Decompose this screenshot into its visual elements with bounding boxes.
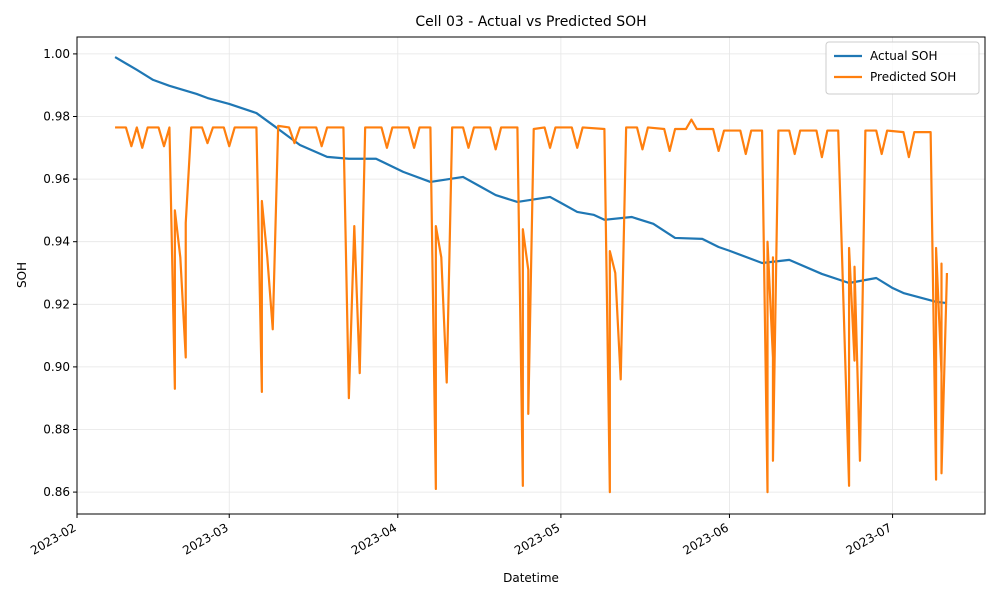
y-tick-label: 0.88: [43, 422, 70, 436]
y-tick-label: 0.98: [43, 110, 70, 124]
series-line: [114, 56, 948, 305]
legend: Actual SOH Predicted SOH: [825, 41, 980, 95]
y-axis-label: SOH: [15, 262, 29, 288]
plot: [114, 56, 949, 494]
y-tick-label: 0.96: [43, 172, 70, 186]
y-tick-label: 0.86: [43, 485, 70, 499]
chart-title: Cell 03 - Actual vs Predicted SOH: [415, 14, 646, 30]
series-line: [115, 118, 949, 494]
axes-frame: [76, 36, 986, 515]
legend-label: Predicted SOH: [870, 70, 956, 84]
legend-box: [825, 41, 980, 95]
y-tick-label: 0.94: [43, 235, 70, 249]
x-axis-label: Datetime: [503, 571, 559, 585]
y-tick-label: 1.00: [43, 47, 70, 61]
y-tick-label: 0.92: [43, 297, 70, 311]
legend-label: Actual SOH: [870, 49, 938, 63]
y-tick-label: 0.90: [43, 360, 70, 374]
